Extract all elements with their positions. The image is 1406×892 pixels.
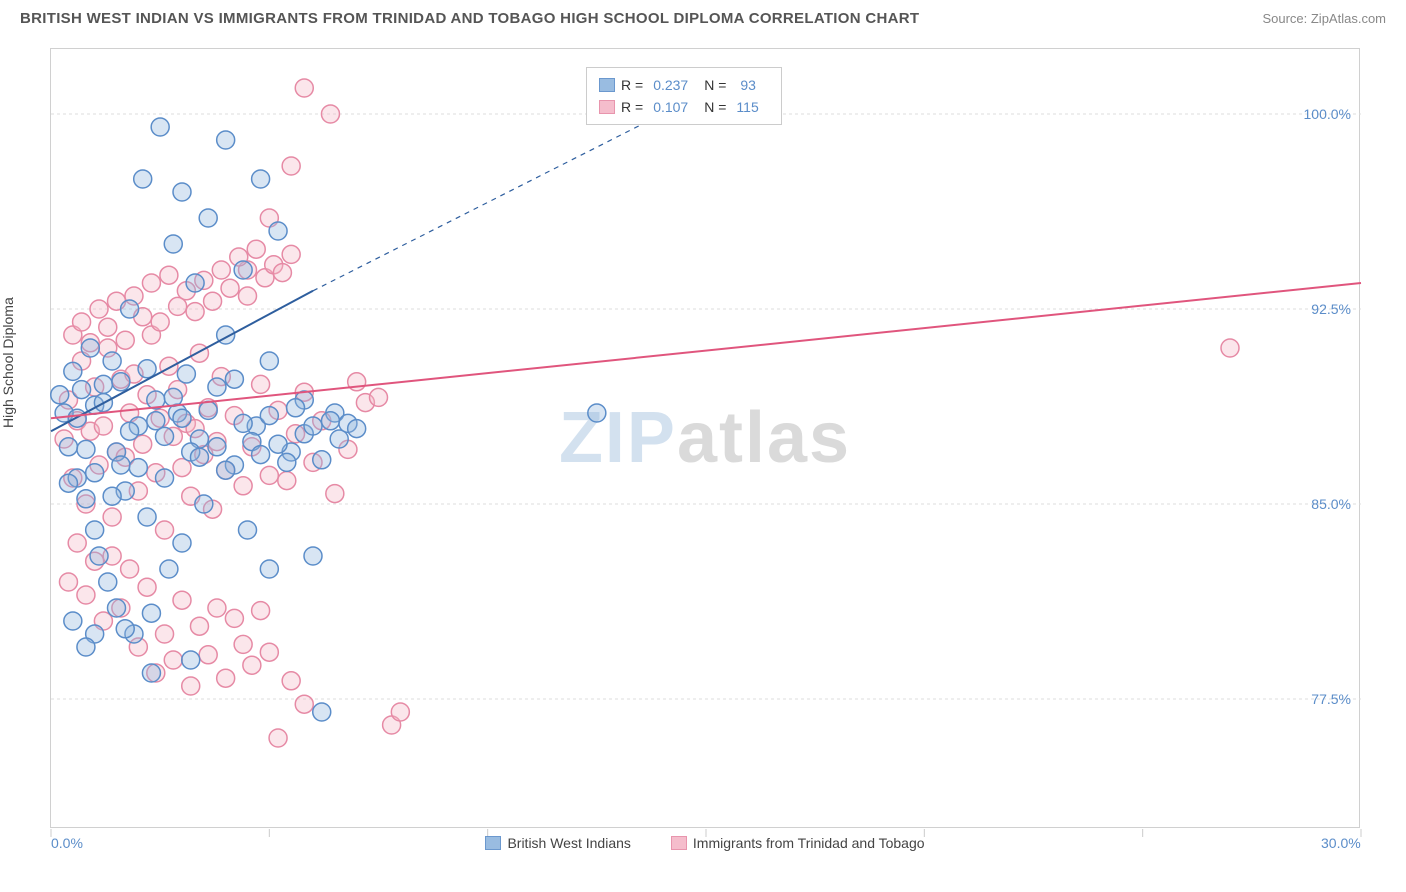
n-label: N =	[704, 74, 726, 96]
stats-legend-row-tt: R = 0.107 N = 115	[599, 96, 769, 118]
r-value-bwi: 0.237	[653, 74, 688, 96]
y-tick-label: 77.5%	[1311, 691, 1351, 707]
legend-item-bwi: British West Indians	[485, 835, 630, 851]
source-label: Source: ZipAtlas.com	[1262, 11, 1386, 26]
y-tick-label: 92.5%	[1311, 301, 1351, 317]
n-label-2: N =	[704, 96, 726, 118]
gridlines	[51, 114, 1361, 699]
swatch-tt	[599, 100, 615, 114]
n-value-bwi: 93	[736, 74, 755, 96]
stats-legend-row-bwi: R = 0.237 N = 93	[599, 74, 769, 96]
swatch-bwi	[599, 78, 615, 92]
legend-label-bwi: British West Indians	[507, 835, 630, 851]
title-bar: BRITISH WEST INDIAN VS IMMIGRANTS FROM T…	[0, 0, 1406, 35]
legend-label-tt: Immigrants from Trinidad and Tobago	[693, 835, 925, 851]
plot-svg	[51, 49, 1359, 827]
y-axis-label: High School Diploma	[0, 297, 16, 428]
swatch-tt-2	[671, 836, 687, 850]
legend-item-tt: Immigrants from Trinidad and Tobago	[671, 835, 925, 851]
swatch-bwi-2	[485, 836, 501, 850]
n-value-tt: 115	[736, 96, 758, 118]
chart-title: BRITISH WEST INDIAN VS IMMIGRANTS FROM T…	[20, 10, 919, 27]
r-label-2: R =	[621, 96, 643, 118]
scatter-series-bwi	[51, 118, 606, 721]
y-tick-label: 85.0%	[1311, 496, 1351, 512]
scatter-series-tt	[55, 79, 1239, 747]
y-tick-label: 100.0%	[1304, 106, 1351, 122]
bottom-legend: British West Indians Immigrants from Tri…	[51, 835, 1359, 851]
stats-legend: R = 0.237 N = 93 R = 0.107 N = 115	[586, 67, 782, 125]
chart-container: ZIPatlas 77.5%85.0%92.5%100.0% 0.0%30.0%…	[50, 48, 1360, 828]
r-label: R =	[621, 74, 643, 96]
r-value-tt: 0.107	[653, 96, 688, 118]
